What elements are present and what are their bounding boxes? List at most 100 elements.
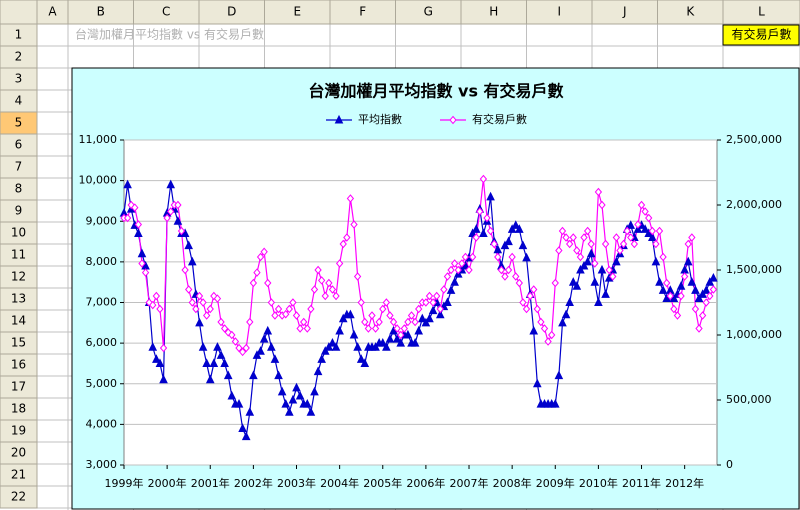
x-tick-label: 2001年: [191, 476, 230, 490]
legend-marker: [334, 114, 344, 124]
data-point: [159, 374, 168, 384]
data-point: [447, 265, 455, 275]
data-point: [706, 291, 714, 301]
x-tick-label: 2008年: [493, 476, 532, 490]
y-tick-label: 3,000: [86, 458, 118, 471]
data-point: [601, 289, 610, 298]
data-point: [428, 305, 438, 315]
data-point: [159, 343, 168, 353]
data-point: [659, 252, 667, 262]
data-point: [400, 324, 408, 333]
data-point: [698, 289, 707, 298]
x-tick-label: 2000年: [148, 476, 187, 490]
row-header-label: 12: [11, 270, 26, 284]
column-header-label: K: [686, 5, 695, 19]
data-point: [522, 252, 531, 262]
data-point: [332, 291, 340, 301]
data-point: [647, 232, 657, 241]
y-tick-label: 8,000: [86, 255, 118, 268]
data-point: [289, 298, 297, 307]
data-point: [241, 431, 251, 441]
data-point: [508, 252, 516, 262]
data-point: [234, 398, 244, 408]
data-point: [335, 325, 344, 335]
column-header: [67, 0, 134, 25]
x-tick-label: 2007年: [450, 476, 489, 490]
data-point: [123, 213, 132, 223]
data-point: [371, 342, 380, 351]
data-point: [245, 407, 255, 416]
data-point: [676, 281, 686, 290]
legend-label: 平均指數: [358, 112, 402, 126]
data-point: [497, 265, 506, 275]
data-point: [583, 226, 592, 236]
data-point: [385, 333, 395, 343]
data-point: [670, 304, 678, 314]
data-point: [591, 259, 599, 268]
data-point: [335, 259, 344, 268]
data-point: [493, 244, 503, 254]
data-point: [364, 324, 373, 333]
data-point: [554, 370, 564, 380]
data-point: [249, 278, 258, 288]
x-tick-label: 2002年: [234, 476, 273, 490]
row-header-label: 4: [15, 94, 23, 108]
column-header-label: F: [359, 5, 366, 19]
data-point: [435, 309, 445, 319]
column-header-label: B: [97, 5, 105, 19]
data-point: [123, 179, 132, 189]
data-point: [640, 224, 650, 233]
data-point: [185, 285, 193, 294]
data-point: [407, 311, 416, 320]
data-point: [458, 259, 466, 268]
data-point: [220, 324, 229, 333]
data-point: [701, 285, 711, 294]
data-point: [379, 304, 387, 314]
data-point: [666, 291, 674, 301]
x-tick-label: 2005年: [363, 476, 402, 490]
data-point: [310, 386, 319, 396]
data-point: [386, 311, 394, 320]
data-point: [209, 358, 219, 367]
row-header-label: 13: [11, 292, 26, 306]
row-header-label: 2: [15, 50, 23, 64]
data-point: [590, 277, 600, 286]
data-point: [397, 330, 405, 340]
data-point: [192, 304, 200, 314]
column-header: [460, 0, 527, 25]
y-tick-label: 11,000: [79, 133, 118, 146]
data-point: [436, 304, 444, 314]
column-header-label: A: [48, 5, 57, 19]
data-point: [548, 330, 556, 340]
data-point: [220, 358, 229, 367]
data-point: [295, 390, 305, 400]
data-point: [338, 313, 348, 323]
data-point: [562, 233, 570, 242]
data-point: [174, 200, 182, 210]
data-point: [486, 226, 495, 236]
data-point: [655, 277, 664, 286]
data-point: [360, 358, 370, 367]
y-tick-label: 7,000: [86, 296, 118, 309]
data-point: [601, 239, 610, 249]
data-point: [288, 394, 298, 404]
data-point: [429, 298, 437, 307]
data-point: [274, 304, 283, 314]
data-point: [597, 264, 607, 274]
data-point: [346, 309, 355, 319]
data-point: [328, 285, 337, 294]
data-point: [238, 423, 247, 432]
data-point: [598, 200, 606, 210]
data-point: [152, 291, 161, 301]
legend-label: 有交易戶數: [472, 112, 527, 126]
cell-text: 有交易戶數: [731, 27, 791, 42]
data-point: [242, 343, 250, 353]
row-header-label: 17: [11, 380, 26, 394]
data-point: [346, 194, 355, 203]
data-point: [300, 317, 308, 327]
data-point: [270, 354, 280, 363]
data-point: [576, 264, 585, 274]
column-header-label: L: [758, 5, 765, 19]
data-point: [320, 346, 330, 355]
